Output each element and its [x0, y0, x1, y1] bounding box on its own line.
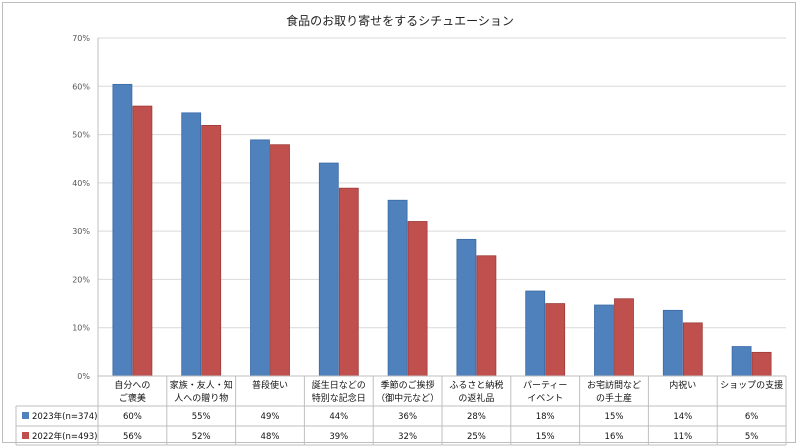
category-label: ふるさと納税	[449, 379, 503, 391]
y-tick-label: 50%	[72, 131, 90, 140]
bar-series-1	[525, 290, 546, 377]
bar-series-1	[250, 139, 270, 377]
y-tick-label: 0%	[77, 372, 90, 381]
bar-series-1	[456, 238, 477, 377]
y-tick-label: 10%	[72, 324, 90, 333]
bar-series-1	[594, 304, 614, 377]
data-label: 11%	[673, 432, 692, 442]
data-label: 48%	[261, 432, 280, 442]
data-label: 32%	[398, 432, 417, 442]
legend-swatch	[22, 432, 29, 439]
bar-series-2	[751, 351, 772, 377]
bar-series-2	[545, 303, 566, 377]
bar-series-1	[318, 162, 339, 377]
y-tick-label: 70%	[72, 34, 90, 43]
bar-series-2	[338, 187, 359, 377]
category-label: ご褒美	[119, 392, 146, 404]
data-label: 6%	[745, 412, 759, 422]
data-label: 16%	[605, 432, 624, 442]
data-label: 25%	[467, 432, 486, 442]
y-tick-label: 30%	[72, 227, 90, 236]
data-label: 36%	[398, 412, 417, 422]
category-label: お宅訪問など	[587, 379, 641, 391]
category-label: イベント	[527, 394, 563, 404]
bar-series-1	[387, 199, 408, 377]
data-label: 44%	[329, 412, 348, 422]
category-label: 家族・友人・知	[170, 379, 233, 391]
category-label: ショップの支援	[720, 379, 783, 391]
y-tick-label: 20%	[72, 275, 90, 284]
bar-series-2	[476, 255, 497, 377]
data-label: 52%	[192, 432, 211, 442]
category-label: の手土産	[596, 392, 632, 404]
category-label: 人への贈り物	[174, 392, 228, 404]
y-tick-label: 60%	[72, 82, 90, 91]
data-label: 5%	[745, 432, 759, 442]
category-label: の返礼品	[458, 392, 494, 404]
category-label: 特別な記念日	[312, 392, 366, 404]
legend-series-name: 2022年(n=493)	[32, 431, 98, 442]
bar-series-2	[614, 298, 634, 377]
data-label: 39%	[329, 432, 348, 442]
data-label: 18%	[536, 412, 555, 422]
data-label: 28%	[467, 412, 486, 422]
y-tick-label: 40%	[72, 179, 90, 188]
category-label: 誕生日などの	[312, 379, 366, 391]
bar-series-2	[132, 105, 153, 377]
bar-series-2	[682, 322, 703, 377]
bar-series-1	[181, 112, 202, 377]
legend-series-name: 2023年(n=374)	[32, 411, 98, 422]
category-label: 普段使い	[252, 379, 288, 391]
category-label: パーティー	[523, 380, 567, 391]
data-label: 56%	[123, 432, 142, 442]
bar-series-2	[201, 124, 222, 377]
bar-series-1	[731, 346, 752, 377]
data-label: 49%	[261, 412, 280, 422]
data-label: 15%	[536, 432, 555, 442]
bar-series-1	[662, 309, 683, 377]
data-label: 55%	[192, 412, 211, 422]
data-label: 15%	[605, 412, 624, 422]
data-label: 60%	[123, 412, 142, 422]
bar-series-1	[112, 83, 133, 377]
bar-series-2	[407, 221, 428, 377]
category-label: 季節のご挨拶	[381, 379, 435, 391]
category-label: （御中元など）	[376, 392, 439, 404]
bar-series-2	[270, 144, 290, 377]
category-label: 内祝い	[669, 379, 696, 391]
chart-title: 食品のお取り寄せをするシチュエーション	[286, 14, 514, 28]
data-label: 14%	[673, 412, 692, 422]
category-label: 自分への	[114, 379, 150, 391]
legend-swatch	[22, 412, 29, 419]
